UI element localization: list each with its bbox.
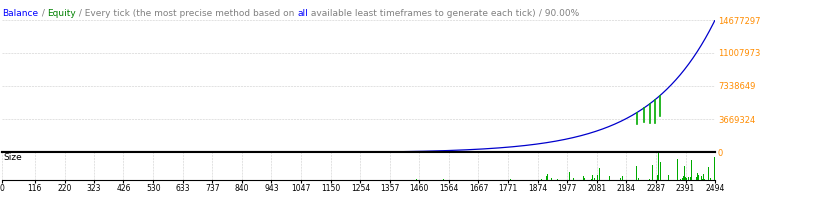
Text: Equity: Equity xyxy=(48,9,76,18)
Text: / 90.00%: / 90.00% xyxy=(535,9,578,18)
Text: available least timeframes to generate each tick): available least timeframes to generate e… xyxy=(308,9,535,18)
Text: / Every tick (the most precise method based on: / Every tick (the most precise method ba… xyxy=(76,9,297,18)
Text: all: all xyxy=(297,9,308,18)
Text: Size: Size xyxy=(3,153,22,162)
Text: Balance: Balance xyxy=(2,9,38,18)
Text: /: / xyxy=(38,9,48,18)
